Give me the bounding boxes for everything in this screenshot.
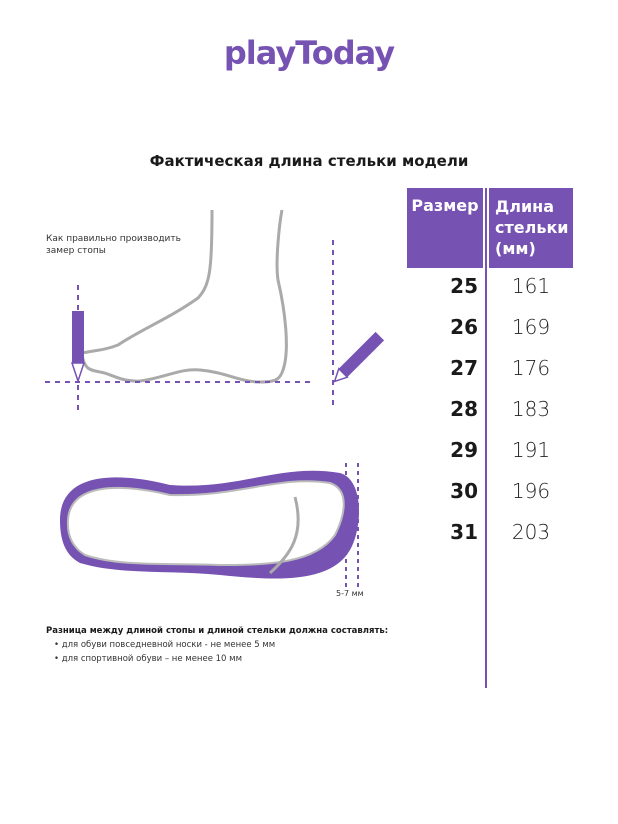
header-size: Размер [407,188,483,268]
table-divider [485,188,487,688]
pencil-icon [333,331,385,383]
length-cell: 176 [511,356,551,380]
instruction-text: Как правильно производить замер стопы [46,234,181,256]
header-length: Длина стельки (мм) [489,188,573,268]
fit-note: Разница между длиной стопы и длиной стел… [46,626,388,668]
size-cell: 30 [450,479,478,503]
size-cell: 28 [450,397,478,421]
pencil-icon [70,311,86,384]
size-cell: 31 [450,520,478,544]
brand-logo: playToday [223,34,395,72]
length-cell: 183 [511,397,551,421]
size-cell: 29 [450,438,478,462]
note-title: Разница между длиной стопы и длиной стел… [46,626,389,636]
size-cell: 25 [450,274,478,298]
note-item-text: для спортивной обуви – не менее 10 мм [61,654,242,664]
foot-side-illustration [45,209,385,410]
note-item-text: для обуви повседневной носки - не менее … [61,640,276,650]
length-cell: 196 [511,479,551,503]
insole-illustration [60,463,360,587]
size-cell: 27 [450,356,478,380]
length-cell: 203 [511,520,551,544]
gap-label: 5-7 мм [336,589,364,598]
page-title: Фактическая длина стельки модели [149,152,469,170]
note-item: • для обуви повседневной носки - не мене… [54,640,276,650]
size-cell: 26 [450,315,478,339]
length-cell: 161 [511,274,551,298]
length-cell: 191 [511,438,551,462]
note-item: • для спортивной обуви – не менее 10 мм [54,654,242,664]
length-cell: 169 [511,315,551,339]
